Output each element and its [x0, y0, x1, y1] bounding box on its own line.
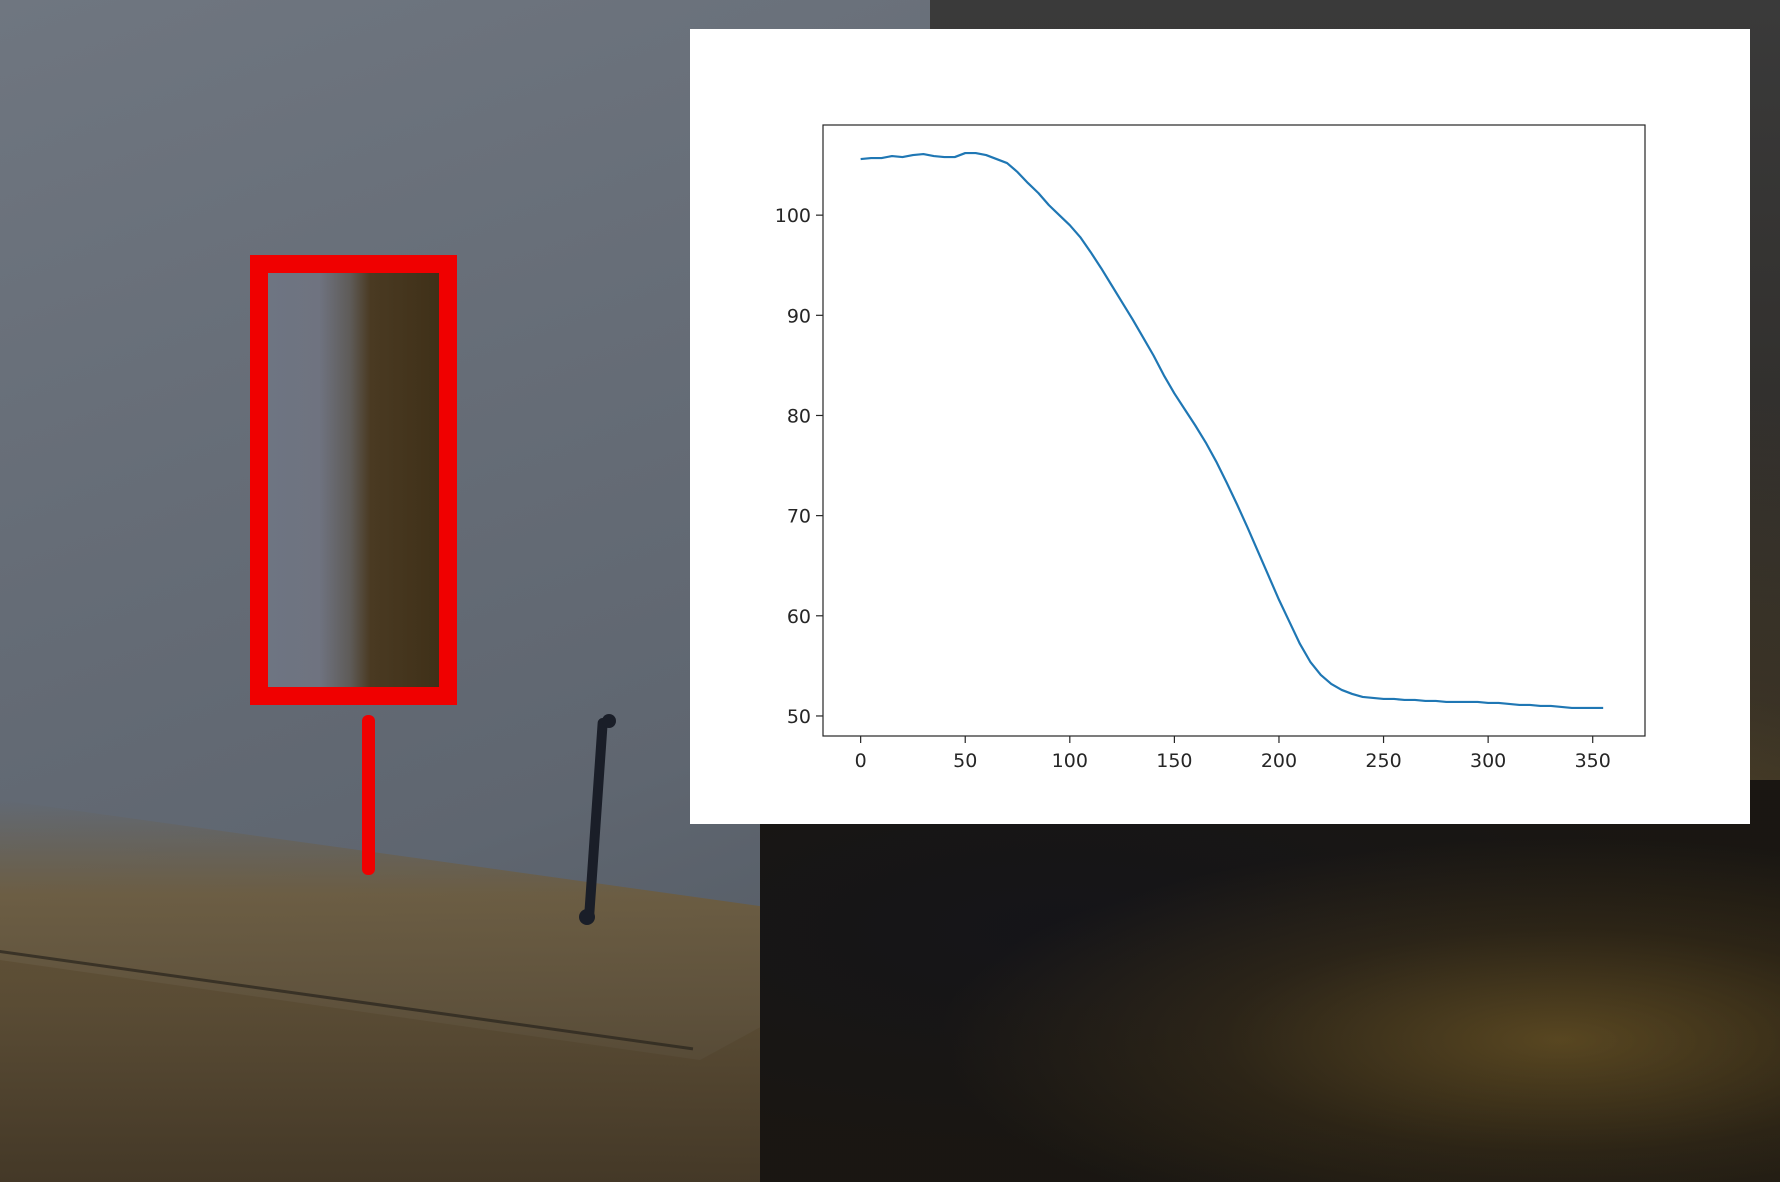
- x-tick-label: 300: [1470, 750, 1506, 772]
- x-tick-label: 250: [1365, 750, 1401, 772]
- x-tick-label: 50: [953, 750, 977, 772]
- x-tick-label: 0: [855, 750, 867, 772]
- x-tick-label: 100: [1052, 750, 1088, 772]
- axes-frame: [822, 124, 1646, 737]
- dark-background-region: [760, 780, 1780, 1182]
- x-axis-ticks: 0 50 100 150 200 250 300 350: [855, 736, 1611, 772]
- red-sample-box: [250, 255, 457, 705]
- y-tick-label: 50: [787, 706, 811, 728]
- y-tick-label: 90: [787, 305, 811, 327]
- ink-dot-top: [602, 714, 616, 728]
- red-marker-tick: [362, 715, 375, 875]
- ink-dot-bottom: [579, 909, 595, 925]
- x-tick-label: 200: [1261, 750, 1297, 772]
- y-tick-label: 80: [787, 405, 811, 427]
- y-tick-label: 70: [787, 506, 811, 528]
- y-tick-label: 100: [775, 205, 811, 227]
- y-tick-label: 60: [787, 606, 811, 628]
- series-line-0: [860, 151, 1604, 710]
- line-chart: 50 60 70 80 90 100 0 50 100 150 200 250 300 350: [775, 124, 1646, 772]
- y-axis-ticks: 50 60 70 80 90 100: [775, 205, 823, 728]
- x-tick-label: 350: [1575, 750, 1611, 772]
- series-group: [860, 151, 1604, 710]
- x-tick-label: 150: [1156, 750, 1192, 772]
- plot-panel: 50 60 70 80 90 100 0 50 100 150 200 250 300 350: [690, 29, 1750, 824]
